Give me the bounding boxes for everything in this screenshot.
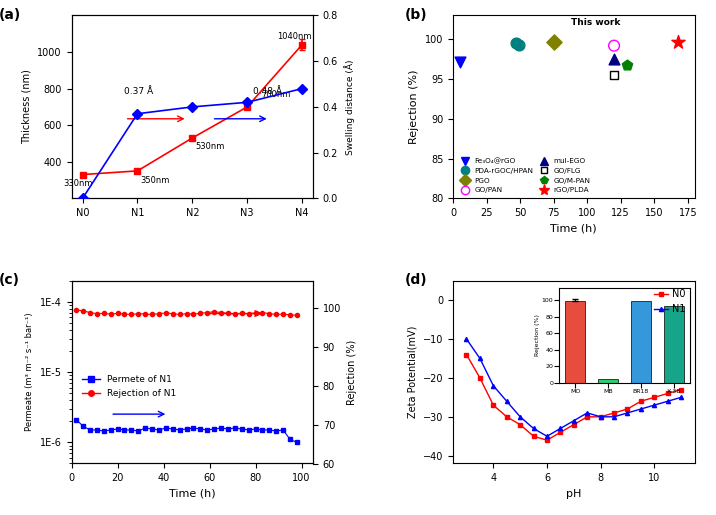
Text: 700nm: 700nm bbox=[261, 90, 290, 99]
Legend: Permete of N1, Rejection of N1: Permete of N1, Rejection of N1 bbox=[79, 372, 180, 402]
Text: 0.48 Å: 0.48 Å bbox=[253, 88, 281, 96]
N0 bbox=[529, 433, 538, 439]
N0 bbox=[475, 375, 484, 381]
N0 bbox=[677, 386, 685, 392]
Text: 350nm: 350nm bbox=[140, 176, 170, 185]
Text: (c): (c) bbox=[0, 273, 20, 287]
N1 bbox=[664, 398, 672, 404]
N0 bbox=[650, 394, 659, 401]
Text: 1040nm: 1040nm bbox=[277, 32, 312, 41]
N1 bbox=[503, 398, 511, 404]
N0 bbox=[664, 390, 672, 397]
Y-axis label: Swelling distance (Å): Swelling distance (Å) bbox=[344, 59, 354, 154]
Point bbox=[621, 61, 633, 69]
N1 bbox=[623, 410, 632, 416]
X-axis label: Time (h): Time (h) bbox=[551, 224, 597, 234]
Point bbox=[511, 39, 522, 47]
Line: N0: N0 bbox=[465, 352, 683, 442]
Text: 0.37 Å: 0.37 Å bbox=[124, 88, 153, 96]
N0 bbox=[556, 430, 565, 436]
N1 bbox=[637, 406, 645, 412]
X-axis label: pH: pH bbox=[566, 489, 581, 499]
Text: (d): (d) bbox=[405, 273, 427, 287]
Text: (b): (b) bbox=[405, 8, 427, 22]
Point bbox=[673, 38, 684, 46]
N1 bbox=[556, 425, 565, 432]
N1 bbox=[569, 418, 578, 424]
Point bbox=[454, 58, 465, 66]
N1 bbox=[475, 355, 484, 362]
N1 bbox=[583, 410, 591, 416]
Point bbox=[609, 55, 620, 63]
Text: 330nm: 330nm bbox=[64, 179, 93, 187]
N1 bbox=[677, 394, 685, 401]
N0 bbox=[489, 402, 498, 408]
Y-axis label: Rejection (%): Rejection (%) bbox=[347, 339, 357, 405]
Text: 530nm: 530nm bbox=[195, 142, 224, 151]
Legend: Fe₃O₄@rGO, PDA-rGOC/HPAN, PGO, GO/PAN, mul-EGO, GO/FLG, GO/M-PAN, rGO/PLDA: Fe₃O₄@rGO, PDA-rGOC/HPAN, PGO, GO/PAN, m… bbox=[457, 157, 591, 195]
N1 bbox=[516, 414, 524, 420]
N1 bbox=[610, 414, 619, 420]
Text: (a): (a) bbox=[0, 8, 21, 22]
Y-axis label: Thickness (nm): Thickness (nm) bbox=[21, 70, 32, 144]
Point bbox=[513, 41, 525, 49]
N1 bbox=[463, 336, 471, 342]
X-axis label: Time (h): Time (h) bbox=[169, 489, 216, 499]
N1 bbox=[529, 425, 538, 432]
Legend: N0, N1: N0, N1 bbox=[650, 285, 690, 318]
Y-axis label: Rejection (%): Rejection (%) bbox=[410, 70, 420, 144]
Point bbox=[609, 71, 620, 79]
Line: N1: N1 bbox=[465, 337, 683, 438]
N0 bbox=[569, 421, 578, 427]
N0 bbox=[610, 410, 619, 416]
N0 bbox=[463, 351, 471, 357]
N1 bbox=[650, 402, 659, 408]
Y-axis label: Zeta Potential(mV): Zeta Potential(mV) bbox=[407, 326, 417, 418]
N1 bbox=[489, 383, 498, 389]
N0 bbox=[623, 406, 632, 412]
N0 bbox=[637, 398, 645, 404]
Text: This work: This work bbox=[571, 18, 621, 27]
N0 bbox=[503, 414, 511, 420]
Point bbox=[609, 42, 620, 50]
Point bbox=[548, 38, 559, 46]
N0 bbox=[583, 414, 591, 420]
N1 bbox=[543, 433, 551, 439]
Y-axis label: Permeate (m³ m⁻² s⁻¹ bar⁻¹): Permeate (m³ m⁻² s⁻¹ bar⁻¹) bbox=[25, 313, 34, 432]
N1 bbox=[596, 414, 605, 420]
N0 bbox=[516, 421, 524, 427]
N0 bbox=[543, 437, 551, 443]
N0 bbox=[596, 414, 605, 420]
